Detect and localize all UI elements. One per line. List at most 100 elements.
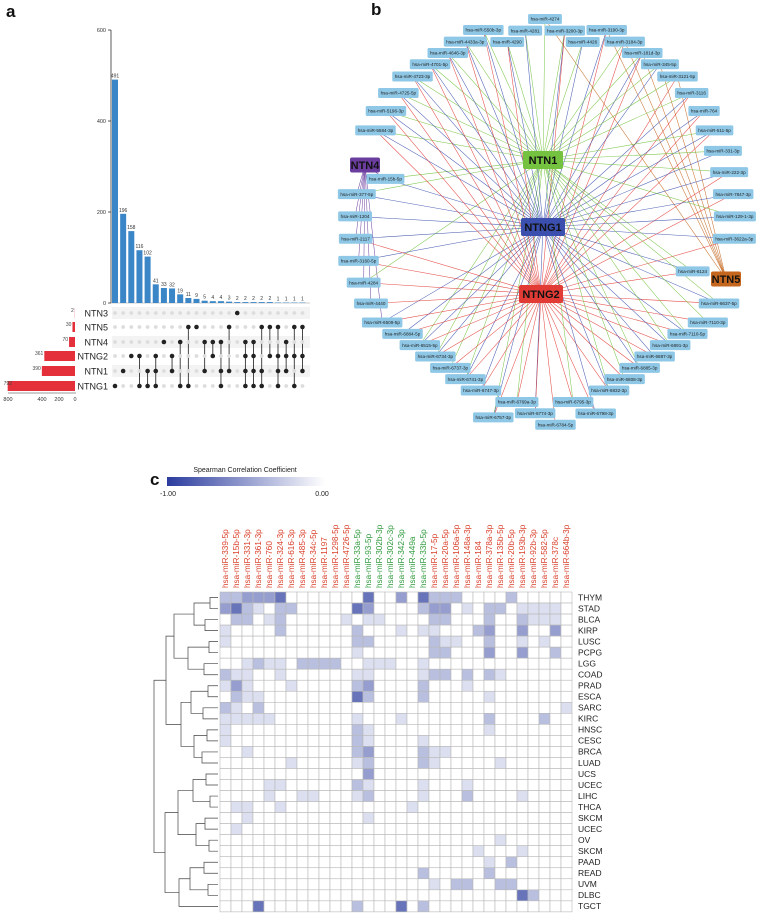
column-label: hsa-miR-17-5p xyxy=(430,533,439,588)
mirna-node-label: hsa-miR-6515-5p xyxy=(402,343,438,348)
intersection-dot-filled xyxy=(186,383,191,389)
heatmap-cell xyxy=(406,856,419,869)
heatmap-cell xyxy=(439,701,452,714)
heatmap-cell xyxy=(274,900,287,913)
heatmap-cell xyxy=(505,668,518,681)
intersection-dot-empty xyxy=(251,325,256,329)
heatmap-cell xyxy=(538,801,551,813)
heatmap-cell xyxy=(505,768,518,780)
edge-ntng1 xyxy=(356,193,544,228)
column-label: hsa-miR-106a-5p xyxy=(452,524,461,588)
heatmap-cell xyxy=(230,679,243,692)
mirna-node: hsa-miR-1204 xyxy=(338,211,373,222)
heatmap-cell xyxy=(263,679,276,692)
intersection-dot-empty xyxy=(227,311,232,315)
mirna-node: hsa-miR-3190-3p xyxy=(586,24,627,35)
dendrogram-branch xyxy=(195,823,209,847)
heatmap-cell xyxy=(560,834,573,846)
mirna-node-label: hsa-miR-3116 xyxy=(677,91,706,96)
heatmap-cell xyxy=(318,823,331,835)
heatmap-cell xyxy=(362,713,375,725)
heatmap-cell xyxy=(549,735,562,747)
heatmap-cell xyxy=(230,602,243,615)
mirna-node: hsa-miR-3622a-3p xyxy=(712,233,756,244)
hub-node-ntng2: NTNG2 xyxy=(519,285,563,303)
intersection-dot-filled xyxy=(243,339,248,345)
mirna-node: hsa-miR-15b-5p xyxy=(366,173,405,184)
heatmap-cell xyxy=(219,713,232,725)
heatmap-cell xyxy=(549,701,562,714)
heatmap-cell xyxy=(450,889,463,902)
heatmap-cell xyxy=(340,679,353,692)
heatmap-cell xyxy=(340,646,353,659)
set-name-label: NTN1 xyxy=(84,367,108,377)
column-label: hsa-miR-20b-5p xyxy=(507,529,516,588)
edge-ntn1 xyxy=(542,159,693,272)
intersection-value-label: 9 xyxy=(195,293,198,299)
heatmap-cell xyxy=(516,679,529,692)
heatmap-cell xyxy=(461,602,474,615)
heatmap-cell xyxy=(318,668,331,681)
intersection-bar xyxy=(193,298,200,303)
mirna-node-label: hsa-miR-6757-3p xyxy=(476,415,512,420)
dendrogram-branch xyxy=(205,773,218,786)
heatmap-cell xyxy=(450,635,463,648)
heatmap-cell xyxy=(417,812,430,824)
heatmap-cell xyxy=(241,701,254,714)
heatmap-cell xyxy=(494,834,507,846)
heatmap-cell xyxy=(516,657,529,670)
heatmap-cell xyxy=(296,724,309,736)
heatmap-cell xyxy=(384,690,397,703)
mirna-node-box xyxy=(687,317,728,328)
heatmap-cell xyxy=(307,790,320,802)
heatmap-cell xyxy=(406,845,419,858)
mirna-node-box xyxy=(409,59,451,70)
heatmap-cell xyxy=(527,801,540,813)
column-label: hsa-miR-33b-5p xyxy=(419,529,428,588)
heatmap-cell xyxy=(395,812,408,824)
heatmap-cell xyxy=(329,602,342,615)
panel-label-b: b xyxy=(371,0,382,19)
heatmap-cell xyxy=(329,812,342,824)
heatmap-cell xyxy=(329,624,342,637)
heatmap-cell xyxy=(307,657,320,670)
heatmap-cell xyxy=(461,635,474,648)
intersection-dot-filled xyxy=(243,368,248,374)
heatmap-cell xyxy=(384,735,397,747)
set-size-label: 390 xyxy=(33,366,42,372)
dendrogram-branch xyxy=(208,641,218,654)
heatmap-cell xyxy=(351,834,364,846)
heatmap-cell xyxy=(307,878,320,891)
mirna-node-box xyxy=(338,233,373,244)
edge-ntng2 xyxy=(540,193,734,295)
heatmap-cell xyxy=(527,812,540,824)
heatmap-cell xyxy=(538,889,551,902)
intersection-dot-filled xyxy=(251,353,256,359)
set-name-label: NTN3 xyxy=(84,309,108,319)
edge-ntng2 xyxy=(385,110,542,295)
legend-max-label: 0.00 xyxy=(315,491,329,498)
mirna-node: hsa-miR-6741-3p xyxy=(445,374,486,385)
heatmap-cell xyxy=(472,779,485,791)
edge-ntng1 xyxy=(542,150,724,228)
heatmap-cell xyxy=(329,867,342,880)
column-label: hsa-miR-449a xyxy=(408,536,417,588)
mirna-node-label: hsa-miR-4274 xyxy=(531,17,560,22)
mirna-node-label: hsa-miR-6891-3p xyxy=(652,343,688,348)
edge-ntn1 xyxy=(542,159,688,335)
heatmap-cell xyxy=(428,746,441,758)
heatmap-cell xyxy=(494,602,507,615)
heatmap-cell xyxy=(351,690,364,703)
heatmap-cell xyxy=(252,602,265,615)
heatmap-cell xyxy=(560,657,573,670)
heatmap-cell xyxy=(230,668,243,681)
heatmap-cell xyxy=(384,701,397,714)
heatmap-cell xyxy=(263,635,276,648)
intersection-bar xyxy=(169,288,176,303)
intersection-dot-empty xyxy=(153,340,158,344)
heatmap-cell xyxy=(241,668,254,681)
heatmap-cell xyxy=(494,856,507,869)
edge-ntn1 xyxy=(542,159,574,403)
heatmap-cell xyxy=(384,646,397,659)
